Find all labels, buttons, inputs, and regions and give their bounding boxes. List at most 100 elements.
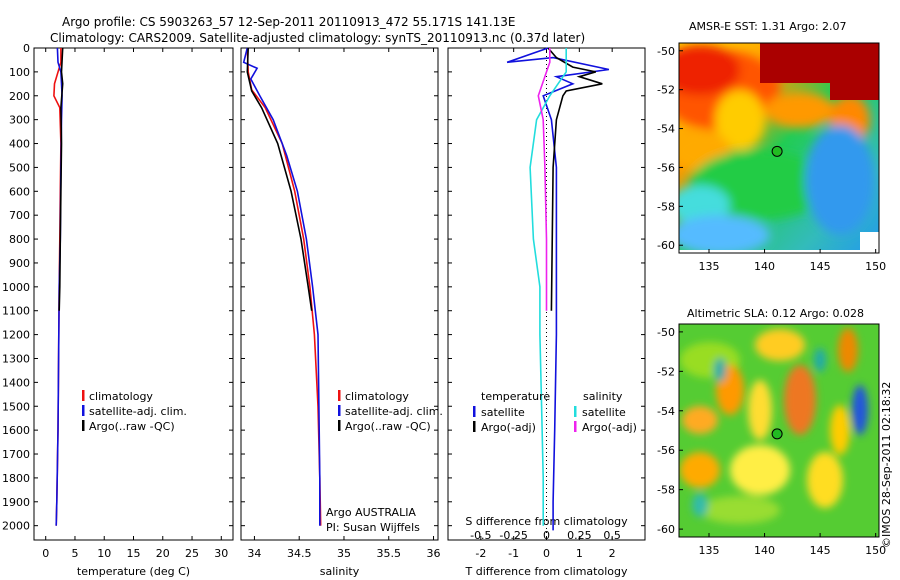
side-stamp: ©IMOS 28-Sep-2011 02:18:32 <box>880 382 893 548</box>
map-x-tick-label: 145 <box>810 260 831 273</box>
x-tick-label: 0 <box>543 547 550 560</box>
map-x-tick-label: 135 <box>699 260 720 273</box>
x-tick-label: 10 <box>97 547 111 560</box>
legend-header: temperature <box>481 390 550 403</box>
series-line-argo-adj- <box>547 47 603 311</box>
map-y-tick-label: -54 <box>657 123 675 136</box>
y-tick-label: 1100 <box>2 305 30 318</box>
legend-swatch <box>574 421 577 432</box>
map-y-tick-label: -58 <box>657 484 675 497</box>
legend-header: salinity <box>583 390 623 403</box>
map-y-tick-label: -52 <box>657 84 675 97</box>
plot-frame <box>33 47 234 541</box>
y-tick-label: 300 <box>9 114 30 127</box>
y-tick-label: 800 <box>9 233 30 246</box>
legend-swatch <box>473 421 476 432</box>
annotation: Argo AUSTRALIA <box>326 506 416 519</box>
legend-label: satellite <box>582 406 626 419</box>
legend-swatch <box>82 420 85 431</box>
sst-map-image <box>679 43 879 253</box>
legend-swatch <box>473 406 476 417</box>
map-y-tick-label: -58 <box>657 200 675 213</box>
map-x-tick-label: 140 <box>754 544 775 557</box>
map-y-tick-label: -56 <box>657 444 675 457</box>
y-tick-label: 1000 <box>2 281 30 294</box>
top-tick-label: -0.25 <box>499 529 527 542</box>
series-line-argo-raw-qc- <box>246 47 313 311</box>
y-tick-label: 600 <box>9 185 30 198</box>
difference-panel: -2 -1 0 1 2 T difference from climatology -0.5… <box>447 47 646 578</box>
series-line-satellite-adj-clim- <box>242 47 321 526</box>
legend-swatch <box>82 405 85 416</box>
x-tick-label: 5 <box>71 547 78 560</box>
legend-label: Argo(..raw -QC) <box>89 420 175 433</box>
y-tick-label: 500 <box>9 161 30 174</box>
map-x-tick-label: 150 <box>865 260 886 273</box>
x-tick-label: 15 <box>127 547 141 560</box>
legend-label: Argo(-adj) <box>582 421 637 434</box>
sla-map-title: Altimetric SLA: 0.12 Argo: 0.028 <box>687 307 864 320</box>
x-tick-label: 1 <box>576 547 583 560</box>
title-line-2: Climatology: CARS2009. Satellite-adjuste… <box>50 31 585 45</box>
x-axis-label: T difference from climatology <box>465 565 628 578</box>
annotation: PI: Susan Wijffels <box>326 521 420 534</box>
series-line-satellite <box>506 47 610 531</box>
top-tick-label: 0 <box>543 529 550 542</box>
map-x-tick-label: 145 <box>810 544 831 557</box>
sst-map-title: AMSR-E SST: 1.31 Argo: 2.07 <box>689 20 847 33</box>
legend-label: Argo(..raw -QC) <box>345 420 431 433</box>
legend-swatch <box>82 390 85 401</box>
map-y-tick-label: -52 <box>657 365 675 378</box>
sst-map-panel: AMSR-E SST: 1.31 Argo: 2.07 -50 -52 -54 -56… <box>657 20 886 273</box>
y-tick-label: 1800 <box>2 472 30 485</box>
x-tick-label: -2 <box>475 547 486 560</box>
map-y-tick-label: -50 <box>657 45 675 58</box>
y-tick-label: 1900 <box>2 496 30 509</box>
legend-label: satellite-adj. clim. <box>89 405 187 418</box>
map-x-tick-label: 150 <box>865 544 886 557</box>
y-tick-label: 1200 <box>2 329 30 342</box>
y-tick-label: 900 <box>9 257 30 270</box>
x-tick-label: 34 <box>247 547 261 560</box>
x-tick-label: 25 <box>185 547 199 560</box>
y-tick-label: 400 <box>9 138 30 151</box>
title-line-1: Argo profile: CS 5903263_57 12-Sep-2011 … <box>62 15 516 29</box>
x-tick-label: 35.5 <box>377 547 402 560</box>
legend-swatch <box>338 420 341 431</box>
top-axis-label: S difference from climatology <box>465 515 628 528</box>
y-tick-label: 700 <box>9 209 30 222</box>
map-y-tick-label: -56 <box>657 161 675 174</box>
x-axis-label: salinity <box>320 565 360 578</box>
legend-label: satellite <box>481 406 525 419</box>
x-tick-label: 0 <box>42 547 49 560</box>
sla-map-panel: Altimetric SLA: 0.12 Argo: 0.028 <box>657 307 886 557</box>
x-tick-label: 36 <box>427 547 441 560</box>
x-tick-label: 34.5 <box>287 547 312 560</box>
legend-swatch <box>574 406 577 417</box>
x-tick-label: -1 <box>508 547 519 560</box>
legend-label: Argo(-adj) <box>481 421 536 434</box>
y-tick-label: 1400 <box>2 376 30 389</box>
x-axis-label: temperature (deg C) <box>77 565 190 578</box>
x-tick-label: 2 <box>609 547 616 560</box>
y-tick-label: 100 <box>9 66 30 79</box>
map-y-tick-label: -60 <box>657 239 675 252</box>
map-y-tick-label: -54 <box>657 405 675 418</box>
top-tick-label: 0.25 <box>567 529 592 542</box>
float-location-marker <box>771 428 783 440</box>
legend-label: climatology <box>345 390 409 403</box>
legend-label: climatology <box>89 390 153 403</box>
series-line-satellite <box>529 48 568 526</box>
series-line-climatology <box>246 47 322 526</box>
temperature-panel: 0100200300400500600700800900100011001200… <box>2 42 234 578</box>
plot-frame <box>240 47 439 541</box>
y-tick-label: 0 <box>23 42 30 55</box>
x-tick-label: 30 <box>214 547 228 560</box>
salinity-panel: 34 34.5 35 35.5 36 salinity climatology satelli… <box>240 47 443 578</box>
legend-swatch <box>338 390 341 401</box>
legend-label: satellite-adj. clim. <box>345 405 443 418</box>
top-tick-label: 0.5 <box>603 529 621 542</box>
series-line-argo-adj- <box>537 48 551 311</box>
y-tick-label: 1700 <box>2 448 30 461</box>
